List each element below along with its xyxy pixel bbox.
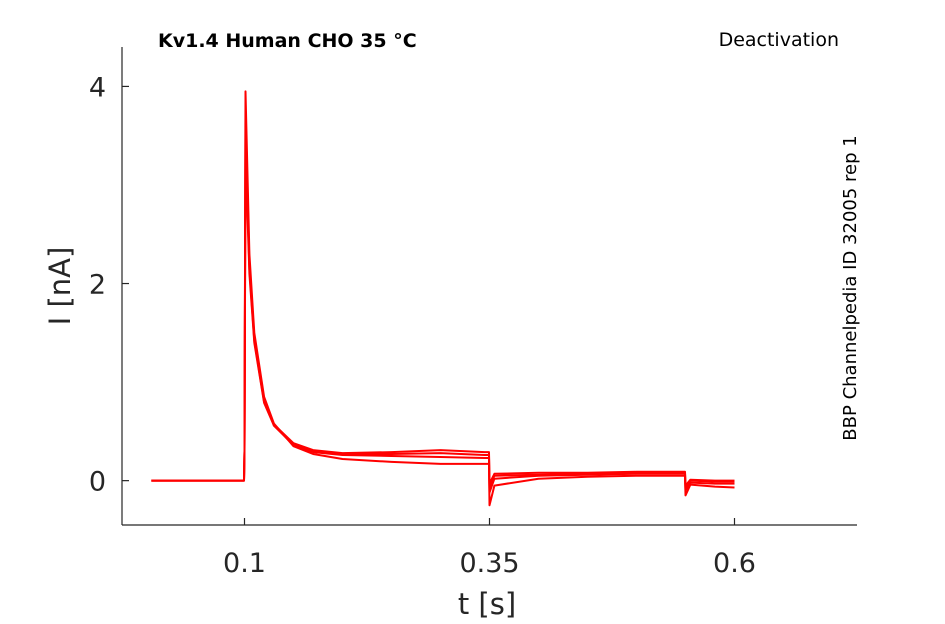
y-tick-label: 0	[89, 467, 106, 498]
x-ticks: 0.1 0.35 0.6	[223, 518, 756, 579]
plot-traces	[151, 90, 735, 507]
trace-line-3	[151, 134, 735, 490]
trace-line-1	[151, 90, 735, 507]
y-tick-label: 4	[89, 72, 106, 103]
x-axis-title: t [s]	[458, 587, 516, 621]
y-tick-label: 2	[89, 270, 106, 301]
y-axis-title: I [nA]	[43, 247, 77, 326]
x-tick-label: 0.6	[713, 548, 756, 579]
channelpedia-id-label: BBP Channelpedia ID 32005 rep 1	[840, 135, 861, 440]
chart-title: Kv1.4 Human CHO 35 °C	[158, 30, 417, 52]
trace-line-4	[151, 154, 735, 487]
trace-line-2	[151, 115, 735, 494]
chart-subtitle: Deactivation	[719, 29, 839, 51]
y-ticks: 0 2 4	[89, 72, 129, 498]
x-tick-label: 0.1	[223, 548, 266, 579]
x-tick-label: 0.35	[459, 548, 519, 579]
